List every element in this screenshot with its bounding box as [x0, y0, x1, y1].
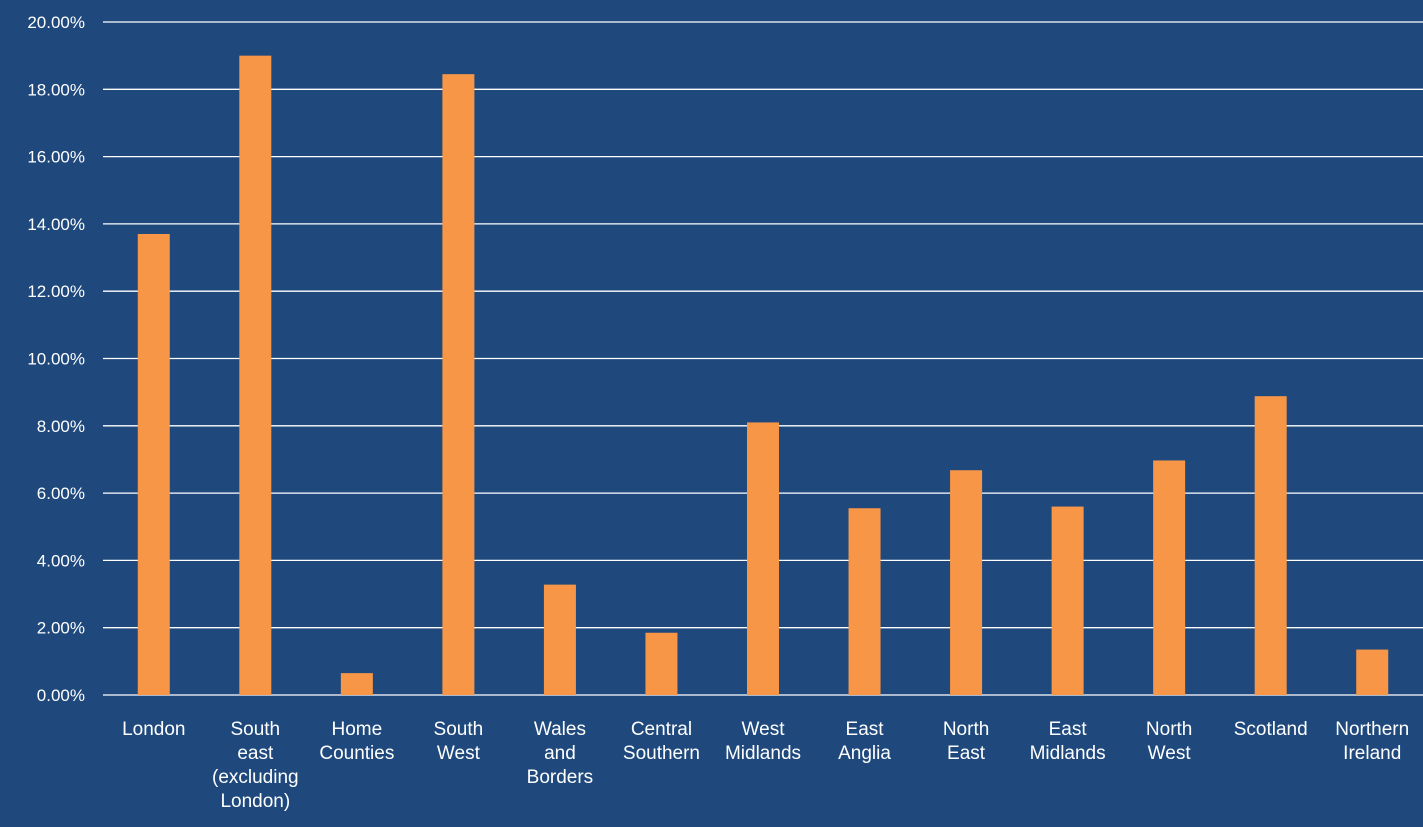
y-tick-label: 14.00%: [27, 215, 85, 234]
x-category-label: East Midlands: [1030, 719, 1106, 764]
bar: [239, 55, 272, 695]
y-tick-label: 6.00%: [37, 484, 85, 503]
y-tick-label: 0.00%: [37, 686, 85, 705]
y-axis-tick-labels: 0.00% 2.00% 4.00% 6.00% 8.00% 10.00% 12.00% 14.…: [27, 13, 85, 705]
bar: [442, 74, 475, 696]
x-category-label: South east (excluding London): [212, 719, 299, 812]
x-category-label: Home Counties: [319, 719, 394, 764]
bar: [950, 470, 983, 695]
x-category-label: South West: [434, 719, 484, 764]
x-category-label: Wales and Borders: [527, 719, 594, 788]
bar: [340, 673, 373, 695]
x-category-label: East Anglia: [838, 719, 891, 764]
bar: [1051, 506, 1084, 695]
bar: [1356, 649, 1389, 695]
x-category-label: North West: [1146, 719, 1192, 764]
bar: [645, 632, 678, 695]
bar: [848, 508, 881, 695]
x-category-label: North East: [943, 719, 989, 764]
x-category-label: West Midlands: [725, 719, 801, 764]
bars: [137, 55, 1389, 696]
y-tick-label: 2.00%: [37, 619, 85, 638]
x-axis-category-labels: London South east (excluding London) Home Coun…: [122, 719, 1409, 812]
y-tick-label: 16.00%: [27, 148, 85, 167]
x-category-label: Central Southern: [623, 719, 700, 764]
bar: [747, 422, 779, 695]
x-category-label: Scotland: [1234, 719, 1308, 740]
bar: [543, 584, 576, 695]
bar: [137, 233, 170, 695]
y-tick-label: 4.00%: [37, 551, 85, 570]
y-tick-label: 18.00%: [27, 80, 85, 99]
bar: [1254, 396, 1287, 695]
x-category-label: Northern Ireland: [1335, 719, 1409, 764]
y-tick-label: 12.00%: [27, 282, 85, 301]
y-tick-label: 8.00%: [37, 417, 85, 436]
y-tick-label: 20.00%: [27, 13, 85, 32]
bar: [1153, 460, 1186, 695]
y-tick-label: 10.00%: [27, 350, 85, 369]
x-category-label: London: [122, 719, 185, 740]
